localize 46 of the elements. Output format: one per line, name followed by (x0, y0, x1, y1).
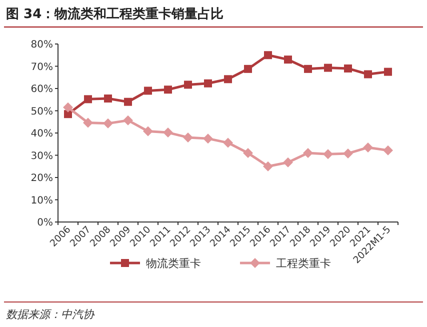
point (264, 51, 272, 60)
point (243, 148, 253, 158)
point (303, 148, 313, 158)
point (164, 86, 172, 94)
legend-label: 工程类重卡 (276, 257, 331, 270)
y-tick-label: 50% (30, 106, 53, 118)
point (144, 86, 152, 95)
y-tick-label: 60% (30, 84, 53, 95)
point (283, 157, 293, 168)
point (143, 126, 153, 136)
point (83, 118, 93, 128)
point (344, 64, 352, 72)
y-tick-label: 30% (30, 150, 53, 162)
chart-title: 图 34：物流类和工程类重卡销量占比 (6, 6, 224, 22)
legend-label: 物流类重卡 (146, 257, 201, 270)
source-note: 数据来源：中汽协 (6, 308, 95, 321)
point (323, 149, 333, 160)
point (364, 70, 372, 78)
point (383, 145, 393, 156)
point (124, 98, 132, 106)
point (244, 64, 252, 73)
point (284, 56, 292, 64)
point (384, 68, 392, 76)
y-tick-label: 70% (30, 62, 53, 73)
point (184, 80, 192, 89)
point (183, 132, 193, 142)
point (223, 138, 233, 148)
point (104, 94, 112, 103)
point (84, 95, 92, 104)
y-tick-label: 10% (30, 195, 53, 206)
point (263, 161, 273, 172)
point (363, 142, 373, 152)
y-tick-label: 80% (30, 40, 53, 50)
y-tick-label: 0% (37, 218, 53, 228)
point (224, 75, 232, 84)
point (343, 148, 353, 158)
y-tick-label: 40% (30, 128, 53, 140)
point (203, 134, 213, 144)
point (123, 115, 133, 126)
point (63, 102, 73, 112)
point (204, 79, 212, 88)
point (304, 64, 312, 73)
y-tick-label: 20% (30, 173, 53, 184)
point (163, 128, 173, 138)
point (103, 118, 113, 128)
point (324, 64, 332, 72)
